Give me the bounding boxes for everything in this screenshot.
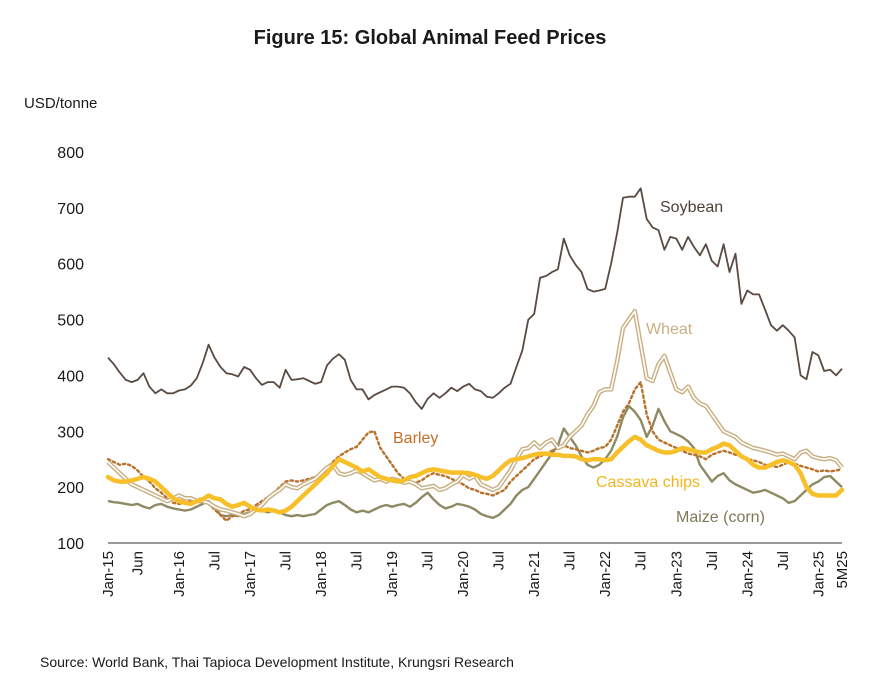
cassava-chips-series-line — [105, 434, 845, 515]
y-tick-label: 200 — [57, 480, 84, 497]
x-tick-label: 5M25 — [834, 551, 851, 589]
cassava-chips-series-label: Cassava chips — [596, 474, 700, 491]
x-tick-label: Jan-17 — [242, 551, 259, 597]
x-tick-label: Jun — [130, 551, 147, 575]
x-tick-label: Jan-19 — [384, 551, 401, 597]
x-tick-label: Jan-23 — [668, 551, 685, 597]
plot-area — [105, 187, 845, 522]
y-tick-label: 300 — [57, 424, 84, 441]
y-tick-label: 700 — [57, 201, 84, 218]
x-tick-label: Jul — [775, 551, 792, 570]
source-note: Source: World Bank, Thai Tapioca Develop… — [40, 654, 514, 670]
soybean-series-label: Soybean — [660, 199, 723, 216]
x-tick-label: Jan-24 — [739, 551, 756, 597]
x-tick-label: Jul — [633, 551, 650, 570]
x-tick-label: Jan-18 — [313, 551, 330, 597]
x-tick-label: Jul — [349, 551, 366, 570]
y-axis-unit-label: USD/tonne — [24, 95, 97, 112]
chart-title: Figure 15: Global Animal Feed Prices — [254, 27, 607, 49]
y-tick-label: 600 — [57, 257, 84, 274]
maize-corn-series-label: Maize (corn) — [676, 509, 765, 526]
wheat-series-line-inner — [107, 310, 843, 518]
wheat-series-label: Wheat — [646, 321, 693, 338]
soybean-series-line — [107, 187, 843, 410]
x-tick-label: Jul — [420, 551, 437, 570]
x-tick-label: Jan-16 — [171, 551, 188, 597]
y-tick-label: 500 — [57, 313, 84, 330]
x-axis-ticks: Jan-15 Jun Jan-16 Jul Jan-17 Jul Jan-18 Jul Jan-… — [100, 551, 851, 597]
x-tick-label: Jul — [562, 551, 579, 570]
x-tick-label: Jan-25 — [810, 551, 827, 597]
maize-corn-series-line — [107, 404, 843, 520]
y-tick-label: 800 — [57, 145, 84, 162]
x-tick-label: Jan-20 — [455, 551, 472, 597]
x-tick-label: Jan-22 — [597, 551, 614, 597]
x-tick-label: Jan-21 — [526, 551, 543, 597]
y-tick-label: 400 — [57, 368, 84, 385]
barley-series-label: Barley — [393, 430, 438, 447]
y-axis-ticks: 100 200 300 400 500 600 700 800 — [57, 145, 84, 553]
x-tick-label: Jul — [704, 551, 721, 570]
x-tick-label: Jul — [207, 551, 224, 570]
series-labels: Soybean Wheat Barley Maize (corn) Cassava ch… — [393, 199, 765, 526]
x-tick-label: Jul — [278, 551, 295, 570]
wheat-series-line — [106, 308, 844, 519]
barley-series-line — [106, 380, 844, 522]
x-tick-label: Jul — [491, 551, 508, 570]
y-tick-label: 100 — [57, 536, 84, 553]
x-tick-label: Jan-15 — [100, 551, 117, 597]
